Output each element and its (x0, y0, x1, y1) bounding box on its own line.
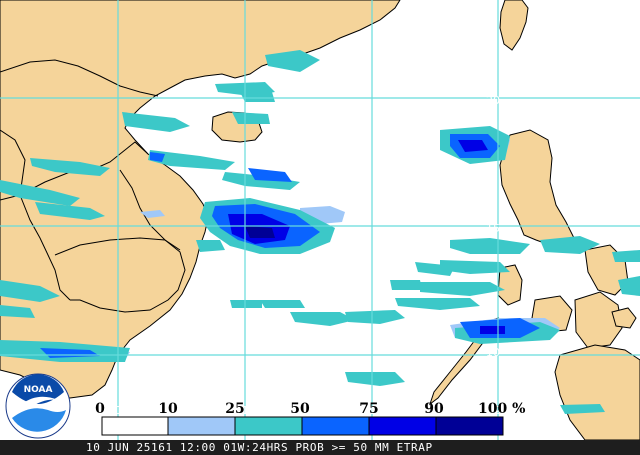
noaa-logo-bird (22, 396, 58, 408)
band-25-50-r2 (618, 276, 640, 296)
legend-swatch-75-90 (368, 416, 437, 436)
band-25-50-e6 (390, 280, 422, 290)
legend-swatch-90-100 (435, 416, 504, 436)
latlon-grid (0, 0, 640, 440)
noaa-logo-text: NOAA (24, 385, 53, 395)
legend-swatch-50-75 (301, 416, 370, 436)
bohol-island (611, 307, 637, 329)
band-25-50-m3 (260, 300, 305, 308)
band-25-50-e7 (395, 298, 480, 310)
band-25-50-e1 (450, 238, 530, 254)
band-25-50-r1 (612, 250, 640, 262)
band-50-75-v (150, 152, 165, 162)
legend-swatch-10-25 (167, 416, 236, 436)
band-75-90-e (480, 326, 505, 334)
band-25-50-s2 (0, 305, 35, 318)
band-25-50-s1 (0, 280, 60, 302)
negros-cebu (574, 291, 623, 349)
noaa-logo-icon: NOAA (5, 373, 71, 439)
cambodia-border (54, 237, 186, 313)
china-vietnam-border (0, 59, 159, 97)
land-layer (0, 0, 640, 441)
band-90-100 (245, 226, 275, 238)
lon-label-120: 120 (488, 404, 509, 417)
band-25-50-m1 (290, 312, 355, 326)
band-25-50-e2 (540, 236, 600, 254)
band-25-50-b1 (560, 404, 605, 414)
band-25-50-c1 (196, 240, 225, 252)
legend-label-25: 25 (225, 401, 244, 417)
band-10-25-west (140, 210, 165, 218)
band-25-50-n3 (240, 92, 275, 102)
lon-label-115: 115 (362, 404, 383, 417)
band-90-100-core (245, 226, 275, 238)
lon-label-110: 110 (235, 404, 256, 417)
noaa-logo-top (12, 374, 64, 404)
legend-label-0: 0 (95, 401, 105, 417)
band-25-50-w1 (30, 158, 110, 176)
band-25-50-v2 (222, 172, 300, 190)
legend-label-50: 50 (290, 401, 310, 417)
probability-bands (0, 50, 640, 414)
band-25-50-m4 (230, 300, 262, 308)
legend-label-100: 100 % (478, 401, 525, 417)
legend-label-75: 75 (359, 401, 378, 417)
band-25-50-w3 (35, 202, 105, 220)
legend-label-90: 90 (424, 401, 444, 417)
noaa-logo-wave (12, 408, 66, 432)
thailand-border (19, 194, 71, 301)
band-25-50-e3 (440, 260, 510, 274)
lat-label-15: 15 (486, 222, 500, 235)
band-25-50-h2 (232, 112, 270, 124)
footer-caption: 10 JUN 25161 12:00 01W:24HRS PROB >= 50 … (0, 440, 640, 455)
band-50-75-n (248, 168, 292, 182)
band-25-50-e5 (420, 282, 505, 296)
band-25-50-m2 (345, 310, 405, 324)
band-25-50-s4 (345, 372, 405, 386)
lat-label-20: 20 (486, 94, 500, 107)
lon-label-105: 105 (108, 404, 129, 417)
band-25-50-h1 (122, 112, 190, 132)
band-25-50-e4 (415, 262, 455, 276)
band-25-50-w2 (0, 180, 80, 206)
lat-label-10: 10 (486, 346, 500, 359)
legend: 0 10 25 50 75 90 100 % (95, 401, 525, 436)
legend-label-10: 10 (158, 401, 178, 417)
myanmar-border (0, 129, 26, 196)
band-25-50-n1 (265, 50, 320, 72)
legend-swatch-0-10 (101, 416, 169, 436)
band-75-90-luzon (458, 140, 488, 152)
taiwan-island (499, 0, 529, 51)
band-25-50-v1 (148, 150, 235, 170)
legend-swatch-25-50 (234, 416, 303, 436)
grid-labels: 20 15 10 105 110 115 120 (108, 94, 509, 417)
